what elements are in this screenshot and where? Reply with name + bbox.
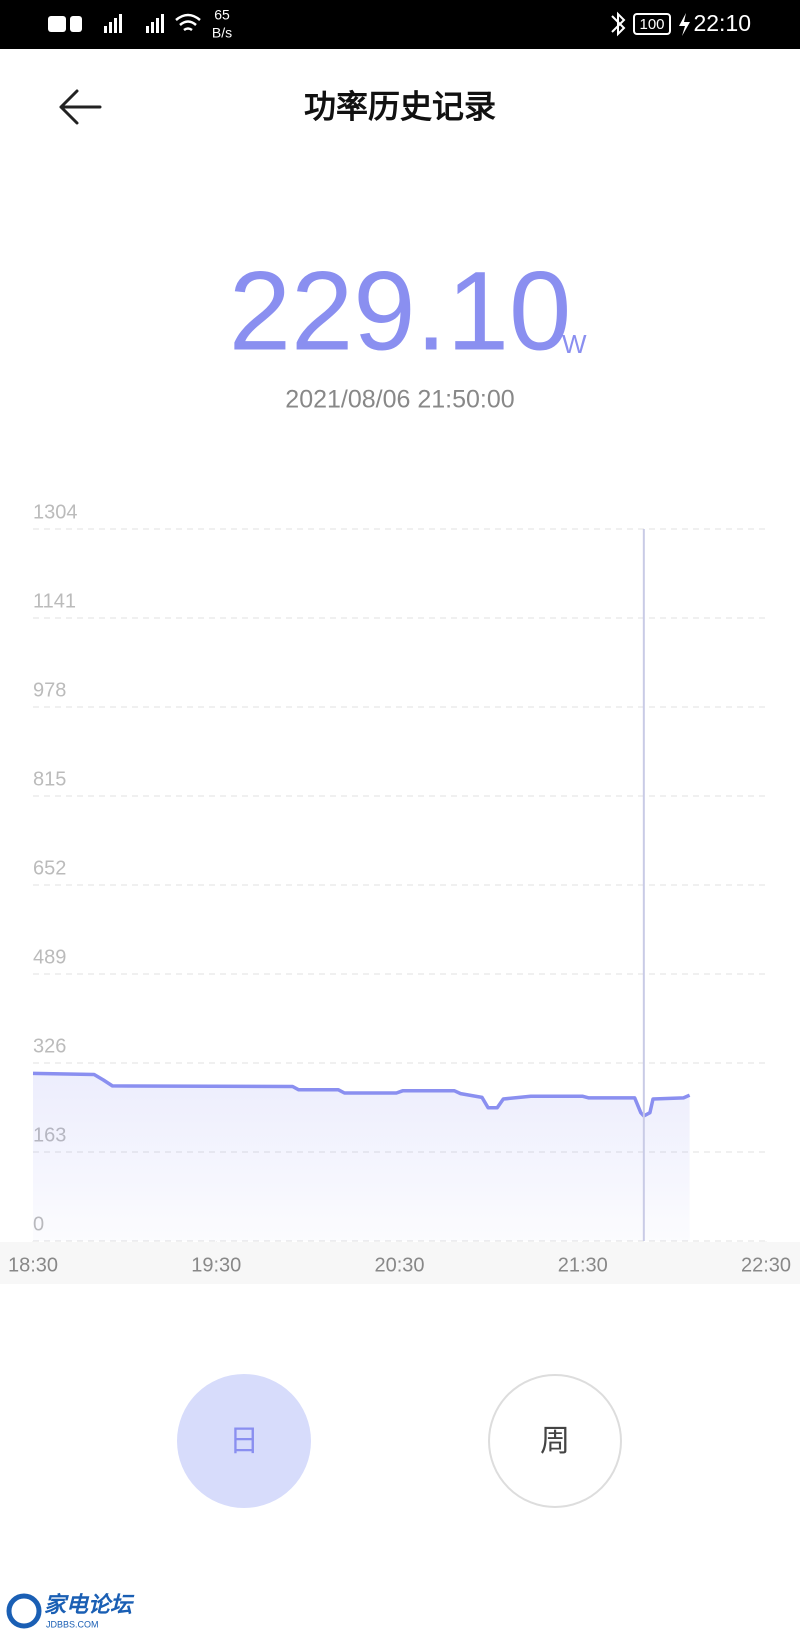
week-tab-label[interactable]: 周 bbox=[540, 1425, 570, 1458]
x-tick-label: 21:30 bbox=[558, 1254, 608, 1276]
battery-level: 100 bbox=[639, 16, 664, 33]
x-tick-label: 18:30 bbox=[8, 1254, 58, 1276]
net-unit: B/s bbox=[212, 25, 232, 41]
y-tick-label: 978 bbox=[33, 679, 66, 701]
y-tick-label: 1304 bbox=[33, 501, 78, 523]
y-tick-label: 815 bbox=[33, 768, 66, 790]
x-axis-band bbox=[0, 1242, 800, 1284]
wifi-icon bbox=[175, 13, 201, 32]
page-title: 功率历史记录 bbox=[304, 88, 496, 124]
y-tick-label: 652 bbox=[33, 857, 66, 879]
signal-icon bbox=[104, 14, 164, 33]
back-button[interactable] bbox=[59, 89, 102, 125]
day-tab[interactable] bbox=[177, 1374, 311, 1508]
charging-icon bbox=[679, 13, 690, 36]
watermark-logo bbox=[6, 1593, 42, 1629]
power-value: 229.10 bbox=[229, 249, 572, 374]
x-tick-label: 19:30 bbox=[191, 1254, 241, 1276]
day-tab-label[interactable]: 日 bbox=[229, 1425, 259, 1458]
hd-icon bbox=[48, 16, 66, 32]
x-tick-label: 22:30 bbox=[741, 1254, 791, 1276]
sim-icon bbox=[70, 16, 82, 32]
week-tab[interactable] bbox=[488, 1374, 622, 1508]
battery-icon bbox=[633, 13, 671, 35]
y-tick-label: 1141 bbox=[33, 590, 76, 612]
y-tick-label: 326 bbox=[33, 1035, 66, 1057]
watermark-site: JDBBS.COM bbox=[46, 1619, 99, 1629]
net-speed: 65 bbox=[214, 7, 230, 23]
area bbox=[33, 1073, 690, 1241]
status-bar bbox=[0, 0, 800, 49]
x-tick-label: 20:30 bbox=[374, 1254, 424, 1276]
bluetooth-icon bbox=[611, 11, 626, 37]
y-tick-label: 489 bbox=[33, 946, 66, 968]
watermark-name: 家电论坛 bbox=[44, 1592, 135, 1617]
power-unit: W bbox=[562, 329, 587, 359]
clock: 22:10 bbox=[693, 10, 751, 36]
reading-time: 2021/08/06 21:50:00 bbox=[285, 386, 514, 414]
